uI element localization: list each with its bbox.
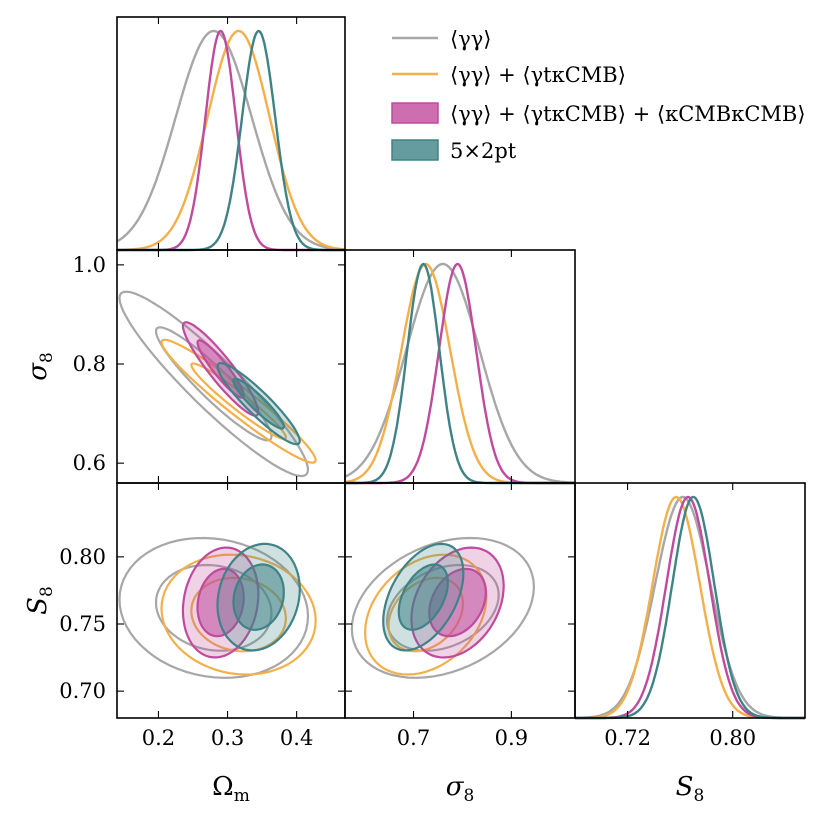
legend-label-2: ⟨γγ⟩ + ⟨γtκCMB⟩ + ⟨κCMBκCMB⟩ [450, 102, 806, 126]
contour-outer-series-1 [160, 553, 317, 676]
legend-label-3: 5×2pt [450, 139, 517, 163]
contour-inner-series-0 [385, 563, 500, 652]
contour-outer-series-0 [118, 536, 310, 679]
axes-frame-2-2 [574, 482, 806, 719]
x-tick-label-om: 0.3 [211, 726, 244, 750]
contour-inner-series-2 [196, 567, 245, 638]
y-axis-label-s8: σ8 [23, 352, 57, 381]
x-tick-label-om: 0.4 [280, 726, 313, 750]
x-axis-label-om: Ωm [212, 772, 250, 806]
x-tick-label-s8: 0.9 [495, 726, 528, 750]
legend-label-1: ⟨γγ⟩ + ⟨γtκCMB⟩ [450, 63, 626, 87]
legend-swatch-2 [391, 102, 439, 124]
marginal-om-series-2 [117, 29, 345, 252]
marginal-S8-series-1 [575, 495, 805, 720]
legend-label-0: ⟨γγ⟩ [450, 27, 492, 51]
x-tick-label-S8: 0.80 [709, 726, 756, 750]
y-tick-label-S8: 0.80 [59, 545, 106, 569]
marginal-s8-series-0 [344, 262, 576, 484]
contour-inner-series-3 [232, 377, 285, 430]
x-axis-label-S8: S8 [676, 772, 705, 806]
contour-panel-om-S8 [118, 536, 317, 679]
y-tick-label-s8: 1.0 [73, 253, 106, 277]
contour-outer-series-0 [350, 536, 536, 679]
y-tick-label-s8: 0.8 [73, 352, 106, 376]
y-axis-label-S8: S8 [23, 586, 57, 615]
contour-panel-om-s8 [118, 290, 317, 478]
axis-label-layer: Ωm σ8 S8 σ8 S8 [23, 352, 704, 806]
tick-layer: 0.2 0.3 0.4 0.7 0.9 0.72 0.80 0.6 0.8 1.0 0.70 0.75… [59, 17, 756, 750]
contour-inner-series-3 [232, 563, 285, 631]
legend: ⟨γγ⟩ ⟨γγ⟩ + ⟨γtκCMB⟩ ⟨γγ⟩ + ⟨γtκCMB⟩ + ⟨κC… [391, 27, 806, 163]
marginal-S8-series-0 [575, 495, 805, 720]
marginal-om-series-0 [116, 29, 345, 251]
y-tick-label-S8: 0.75 [59, 612, 106, 636]
marginal-s8-series-3 [345, 262, 575, 485]
contour-panel-s8-S8 [350, 536, 536, 679]
contour-inner-series-3 [397, 563, 449, 631]
contour-layer [118, 290, 536, 679]
x-tick-label-s8: 0.7 [397, 726, 430, 750]
legend-swatch-3 [391, 139, 439, 161]
marginal-om-series-1 [117, 29, 346, 252]
x-tick-label-S8: 0.72 [604, 726, 651, 750]
x-tick-label-om: 0.2 [142, 726, 175, 750]
y-tick-label-S8: 0.70 [59, 679, 106, 703]
axes-frames [116, 16, 806, 719]
x-axis-label-s8: σ8 [446, 772, 475, 806]
y-tick-label-s8: 0.6 [73, 451, 106, 475]
marginal-s8-series-1 [344, 262, 575, 485]
marginal-om-series-3 [117, 29, 345, 252]
marginal-s8-series-2 [345, 262, 575, 485]
